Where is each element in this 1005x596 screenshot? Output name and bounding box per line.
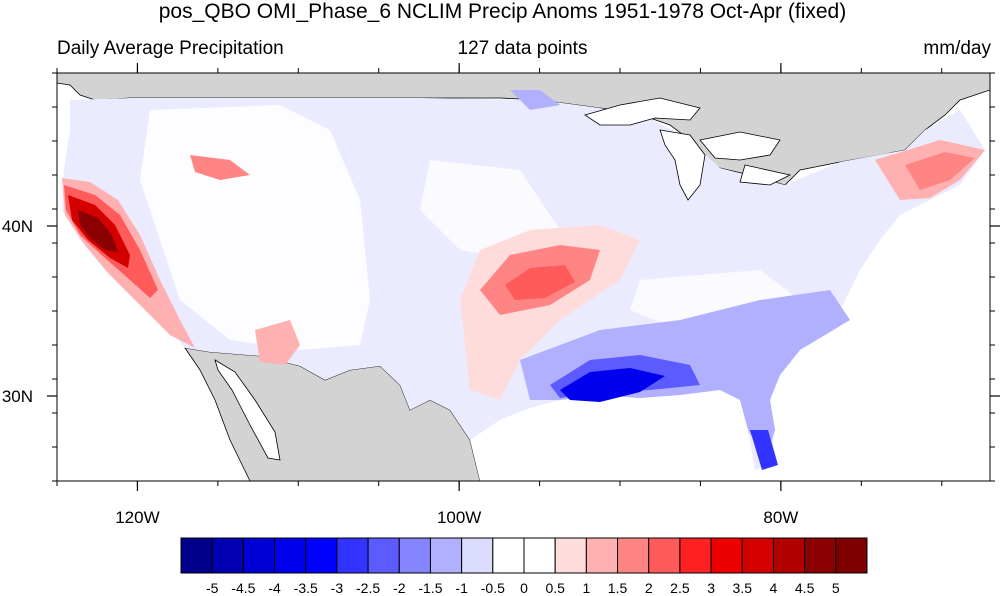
colorbar-label: -1 xyxy=(455,580,468,596)
atlantic-ocean xyxy=(770,160,990,481)
southwest-positive-anomaly xyxy=(255,320,300,365)
colorbar-label: -4.5 xyxy=(231,580,255,596)
colorbar-label: 0 xyxy=(520,580,528,596)
colorbar: -5 -4.5 -4 -3.5 -3 -2.5 -2 -1.5 -1 -0.5 0 0.5 1 1.5 2 2… xyxy=(180,537,868,596)
colorbar-box xyxy=(180,537,213,574)
colorbar-label: 5 xyxy=(832,580,840,596)
colorbar-label: -3 xyxy=(331,580,344,596)
colorbar-box xyxy=(835,537,868,574)
colorbar-label: -2.5 xyxy=(356,580,380,596)
idaho-positive-anomaly xyxy=(190,155,250,180)
tick-layer: 120W 100W 80W 40N 30N xyxy=(2,63,1000,527)
colorbar-label: -3.5 xyxy=(294,580,318,596)
left-subtitle: Daily Average Precipitation xyxy=(57,38,284,59)
colorbar-box xyxy=(554,537,587,574)
colorbar-label: 2 xyxy=(645,580,653,596)
colorbar-box xyxy=(429,537,463,574)
great-plains-negative-anomaly xyxy=(510,90,560,110)
lon-tick-label: 120W xyxy=(115,508,159,527)
colorbar-label: -0.5 xyxy=(481,580,505,596)
colorbar-label: 3 xyxy=(707,580,715,596)
northeast-strong-anomaly xyxy=(905,152,975,190)
california-peak-anomaly xyxy=(78,210,118,252)
colorbar-box xyxy=(274,537,307,574)
colorbar-box xyxy=(398,537,431,574)
lat-tick-label: 30N xyxy=(2,387,33,406)
colorbar-box xyxy=(211,537,244,574)
colorbar-label: 2.5 xyxy=(670,580,690,596)
florida-negative-anomaly xyxy=(750,430,778,470)
colorbar-box xyxy=(367,537,400,574)
colorbar-box xyxy=(648,537,681,574)
figure-title: pos_QBO OMI_Phase_6 NCLIM Precip Anoms 1… xyxy=(158,0,847,23)
colorbar-box xyxy=(585,537,619,574)
midsouth-strong-anomaly xyxy=(505,265,575,300)
colorbar-label: 1 xyxy=(582,580,590,596)
gulf-coast-strong-negative xyxy=(560,368,665,402)
gulf-of-mexico xyxy=(470,390,790,481)
colorbar-box xyxy=(679,537,712,574)
colorbar-label: -2 xyxy=(393,580,406,596)
great-lakes xyxy=(584,97,792,201)
colorbar-label: -1.5 xyxy=(418,580,442,596)
colorbar-box xyxy=(336,537,369,574)
colorbar-box xyxy=(710,537,743,574)
colorbar-label: -4 xyxy=(268,580,281,596)
colorbar-box xyxy=(492,537,525,574)
colorbar-box xyxy=(772,537,806,574)
colorbar-box xyxy=(523,537,556,574)
colorbar-box xyxy=(461,537,494,574)
colorbar-label: 4.5 xyxy=(795,580,815,596)
colorbar-label: 1.5 xyxy=(608,580,628,596)
colorbar-label: -5 xyxy=(206,580,219,596)
colorbar-label: 0.5 xyxy=(545,580,565,596)
center-subtitle: 127 data points xyxy=(457,38,588,59)
colorbar-box xyxy=(741,537,774,574)
lon-tick-label: 100W xyxy=(437,508,481,527)
colorbar-box xyxy=(242,537,276,574)
colorbar-box xyxy=(617,537,650,574)
colorbar-box xyxy=(804,537,837,574)
colorbar-label: 3.5 xyxy=(733,580,753,596)
units-label: mm/day xyxy=(923,38,991,59)
colorbar-box xyxy=(305,537,338,574)
lon-tick-label: 80W xyxy=(763,508,798,527)
lat-tick-label: 40N xyxy=(2,217,33,236)
colorbar-label: 4 xyxy=(770,580,778,596)
gulf-of-california xyxy=(214,359,281,461)
